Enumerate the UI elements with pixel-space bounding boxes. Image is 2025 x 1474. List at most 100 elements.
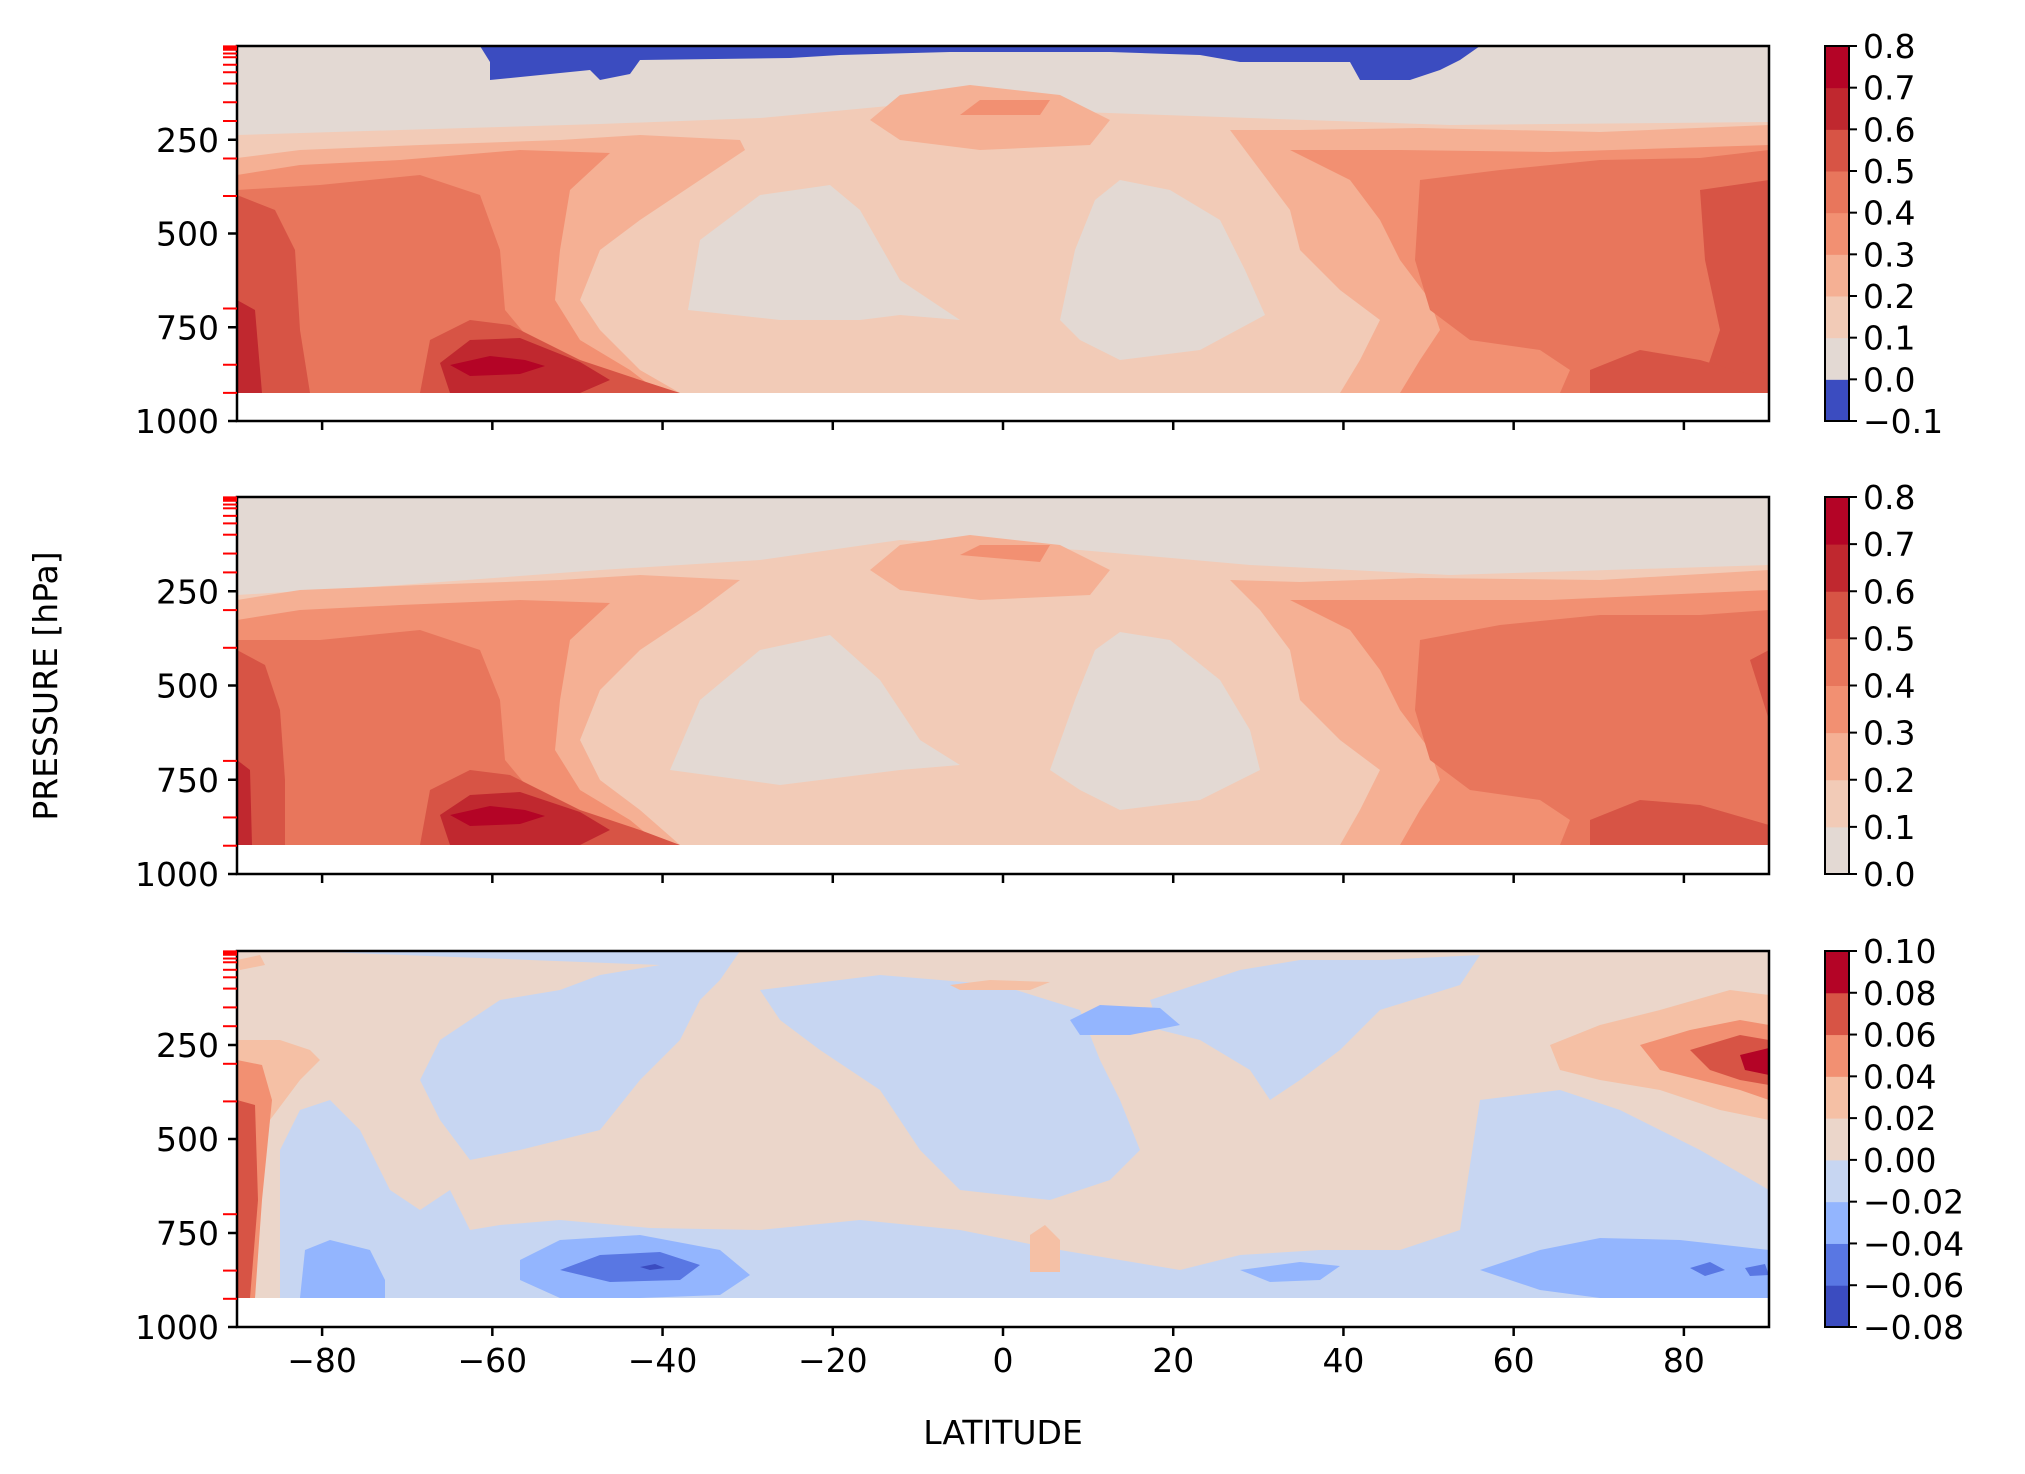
colorbar-tick-label: 0.1 — [1863, 808, 1915, 847]
y-tick-label: 250 — [156, 1026, 219, 1065]
colorbar-tick-label: 0.0 — [1863, 360, 1915, 399]
colorbar-tick-label: −0.06 — [1863, 1266, 1964, 1305]
colorbar-tick-label: −0.04 — [1863, 1224, 1964, 1263]
colorbar-tick-label: 0.00 — [1863, 1141, 1936, 1180]
axes-top: 250 500 750 1000 — [135, 45, 1686, 441]
contour-level-negative-0.02 — [300, 951, 740, 1160]
axes-middle: 250 500 750 1000 — [135, 496, 1686, 894]
colorbar-swatch — [1825, 732, 1849, 781]
contour-level-0.06 — [237, 1100, 258, 1298]
contour-level-0.6 — [237, 760, 252, 845]
colorbar-swatch — [1825, 992, 1849, 1036]
panel-bottom: −80 −60 −40 −20 0 20 40 60 80 250 500 750 1000 — [135, 949, 1771, 1380]
contour-field-top — [237, 46, 1769, 421]
contour-level-negative — [480, 46, 1480, 80]
colorbar-tick-label: 0.06 — [1863, 1016, 1936, 1055]
x-tick-label: −40 — [628, 1341, 698, 1380]
contour-level-0.08 — [1740, 1048, 1769, 1075]
x-tick-label: −60 — [458, 1341, 528, 1380]
y-tick-label: 1000 — [135, 855, 219, 894]
y-tick-label: 250 — [156, 121, 219, 160]
colorbar-tick-label: 0.1 — [1863, 319, 1915, 358]
colorbar-swatch — [1825, 951, 1849, 994]
panel-top: 250 500 750 1000 — [135, 44, 1771, 441]
x-tick-label: 60 — [1493, 1341, 1535, 1380]
colorbar-swatch — [1825, 379, 1849, 422]
panel-middle: 250 500 750 1000 — [135, 495, 1771, 894]
colorbar-swatch — [1825, 87, 1849, 130]
colorbar-swatch — [1825, 46, 1849, 89]
y-tick-label: 750 — [156, 308, 219, 347]
colorbar-top: −0.10.00.10.20.30.40.50.60.70.8 — [1824, 27, 1943, 441]
colorbar-swatch — [1825, 1034, 1849, 1077]
y-axis-title: PRESSURE [hPa] — [26, 551, 65, 820]
colorbar-tick-label: 0.10 — [1863, 932, 1936, 971]
colorbar-swatch — [1825, 1159, 1849, 1203]
colorbar-frame — [1824, 45, 1850, 422]
colorbar-swatch — [1825, 171, 1849, 214]
colorbar-tick-label: 0.8 — [1863, 478, 1915, 517]
colorbar-swatch — [1825, 337, 1849, 380]
colorbar-tick-label: 0.4 — [1863, 194, 1915, 233]
x-axis-title: LATITUDE — [923, 1413, 1083, 1452]
colorbar-swatch — [1825, 591, 1849, 639]
colorbar-tick-label: 0.8 — [1863, 27, 1915, 66]
contour-level-negative-0.04 — [300, 1240, 385, 1298]
x-tick-label: 20 — [1152, 1341, 1194, 1380]
contour-level-negative-0.08 — [640, 1264, 665, 1270]
colorbar-swatch — [1825, 1076, 1849, 1119]
colorbar-swatch — [1825, 1285, 1849, 1328]
colorbar-frame — [1824, 950, 1850, 1328]
contour-field-middle — [237, 497, 1769, 874]
colorbar-tick-label: 0.5 — [1863, 152, 1915, 191]
y-tick-label: 500 — [156, 1120, 219, 1159]
y-tick-label: 750 — [156, 761, 219, 800]
colorbar-swatch — [1825, 254, 1849, 297]
colorbar-tick-label: 0.3 — [1863, 235, 1915, 274]
contour-level-0.7 — [450, 356, 545, 376]
colorbar-tick-label: 0.3 — [1863, 714, 1915, 753]
colorbar-tick-label: 0.7 — [1863, 69, 1915, 108]
colorbar-swatch — [1825, 1201, 1849, 1244]
y-tick-label: 500 — [156, 667, 219, 706]
colorbar-swatch — [1825, 1118, 1849, 1161]
x-tick-label: −80 — [287, 1341, 357, 1380]
contour-level-0.7 — [450, 806, 545, 826]
colorbar-tick-label: −0.1 — [1863, 402, 1943, 441]
colorbar-swatch — [1825, 1243, 1849, 1286]
colorbar-tick-label: 0.2 — [1863, 277, 1915, 316]
colorbar-tick-label: 0.6 — [1863, 572, 1915, 611]
colorbar-swatch — [1825, 826, 1849, 875]
y-tick-label: 250 — [156, 572, 219, 611]
axes-bottom: −80 −60 −40 −20 0 20 40 60 80 250 500 750 1000 — [135, 950, 1705, 1380]
y-tick-label: 1000 — [135, 402, 219, 441]
y-tick-label: 1000 — [135, 1308, 219, 1347]
x-tick-label: 0 — [993, 1341, 1014, 1380]
x-tick-label: 80 — [1663, 1341, 1705, 1380]
colorbar-swatch — [1825, 685, 1849, 734]
contour-level-negative-0.06 — [560, 1252, 700, 1282]
contour-field-bottom — [237, 951, 1769, 1327]
colorbar-tick-label: 0.0 — [1863, 855, 1915, 894]
colorbar-tick-label: 0.08 — [1863, 974, 1936, 1013]
colorbar-tick-label: 0.5 — [1863, 619, 1915, 658]
colorbar-tick-label: 0.04 — [1863, 1057, 1936, 1096]
colorbar-swatch — [1825, 212, 1849, 255]
colorbar-swatch — [1825, 129, 1849, 172]
colorbar-tick-label: 0.02 — [1863, 1099, 1936, 1138]
colorbar-swatch — [1825, 638, 1849, 686]
x-tick-label: −20 — [798, 1341, 868, 1380]
colorbar-tick-label: 0.4 — [1863, 667, 1915, 706]
colorbar-tick-label: 0.2 — [1863, 761, 1915, 800]
y-tick-label: 750 — [156, 1214, 219, 1253]
x-tick-label: 40 — [1322, 1341, 1364, 1380]
contour-level-0.6 — [237, 300, 262, 393]
colorbar-swatch — [1825, 497, 1849, 545]
colorbar-tick-label: −0.08 — [1863, 1308, 1964, 1347]
colorbar-tick-label: −0.02 — [1863, 1183, 1964, 1222]
y-tick-label: 500 — [156, 215, 219, 254]
colorbar-swatch — [1825, 779, 1849, 828]
colorbar-tick-label: 0.7 — [1863, 525, 1915, 564]
colorbar-swatch — [1825, 296, 1849, 339]
